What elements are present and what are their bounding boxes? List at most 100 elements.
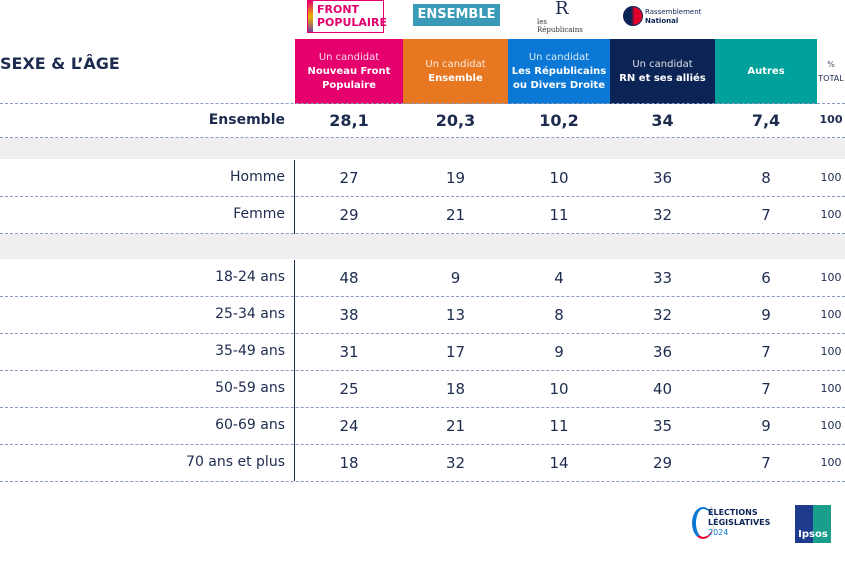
- cell-value: 33: [652, 268, 673, 287]
- row-label: 70 ans et plus: [186, 454, 285, 470]
- cell-value: 31: [339, 342, 359, 361]
- cell-value: 29: [652, 453, 673, 472]
- cell-value: 14: [549, 453, 569, 472]
- cell-value: 9: [761, 416, 771, 435]
- row-label: Femme: [233, 206, 285, 222]
- column-header-main: TOTAL: [818, 73, 844, 83]
- column-header: Un candidat Nouveau Front Populaire: [295, 39, 403, 104]
- arc-icon: [692, 507, 714, 539]
- logo-elections-legislatives: ÉLECTIONS LÉGISLATIVES 2024: [692, 505, 782, 545]
- table-row: 35-49 ans 31 17 9 36 7 100: [0, 334, 845, 371]
- column-header: % TOTAL: [817, 39, 845, 104]
- table-row: Femme 29 21 11 32 7 100: [0, 197, 845, 234]
- cell-value: 11: [549, 416, 569, 435]
- cell-value: 10: [549, 168, 569, 187]
- cell-value: 4: [554, 268, 564, 287]
- cell-value: 13: [445, 305, 466, 324]
- divider: [0, 103, 845, 104]
- logo-les-republicains: R les Républicains: [537, 0, 583, 34]
- cell-value: 25: [339, 379, 359, 398]
- column-header-main: Ensemble: [428, 72, 483, 84]
- cell-value: 24: [339, 416, 359, 435]
- cell-value: 48: [339, 268, 359, 287]
- table-row: Homme 27 19 10 36 8 100: [0, 160, 845, 197]
- table-row: Ensemble 28,1 20,3 10,2 34 7,4 100: [0, 104, 845, 138]
- cell-value: 100: [820, 307, 842, 321]
- cell-value: 8: [761, 168, 771, 187]
- row-label: 35-49 ans: [215, 343, 285, 359]
- cell-value: 100: [820, 170, 842, 184]
- row-label: 18-24 ans: [215, 269, 285, 285]
- cell-value: 32: [652, 205, 673, 224]
- row-label: Homme: [230, 169, 285, 185]
- cell-value: 28,1: [329, 110, 369, 130]
- section-band-age: [0, 234, 845, 259]
- flame-icon: [623, 6, 643, 26]
- column-header-main: Autres: [747, 65, 785, 77]
- column-header-main: Les Républicains ou Divers Droite: [511, 65, 607, 91]
- column-header-sub: Un candidat: [425, 58, 486, 70]
- section-band-sexe: [0, 138, 845, 159]
- cell-value: 36: [652, 342, 673, 361]
- cell-value: 7,4: [751, 110, 781, 130]
- cell-value: 38: [339, 305, 359, 324]
- divider: [294, 160, 295, 234]
- column-header: Autres: [715, 39, 817, 104]
- cell-value: 100: [820, 455, 842, 469]
- cell-value: 18: [445, 379, 466, 398]
- divider: [294, 260, 295, 481]
- cell-value: 36: [652, 168, 673, 187]
- table-row: 18-24 ans 48 9 4 33 6 100: [0, 260, 845, 297]
- cell-value: 7: [761, 205, 771, 224]
- column-header-sub: Un candidat: [632, 58, 693, 70]
- cell-value: 27: [339, 168, 359, 187]
- cell-value: 10: [549, 379, 569, 398]
- cell-value: 35: [652, 416, 673, 435]
- table-row: 70 ans et plus 18 32 14 29 7 100: [0, 445, 845, 482]
- logo-rassemblement-national: Rassemblement National: [623, 6, 703, 28]
- cell-value: 6: [761, 268, 771, 287]
- column-header-sub: Un candidat: [528, 51, 590, 63]
- logo-nfp: FRONT POPULAIRE: [307, 0, 387, 33]
- cell-value: 9: [450, 268, 461, 287]
- logo-ensemble: ENSEMBLE: [413, 4, 500, 26]
- cell-value: 40: [652, 379, 673, 398]
- cell-value: 7: [761, 379, 771, 398]
- column-header: Un candidat Ensemble: [403, 39, 508, 104]
- column-header-sub: Un candidat: [318, 51, 380, 63]
- column-header-sub: %: [827, 59, 835, 69]
- cell-value: 21: [445, 416, 466, 435]
- cell-value: 21: [445, 205, 466, 224]
- cell-value: 100: [820, 270, 842, 284]
- cell-value: 7: [761, 453, 771, 472]
- cell-value: 9: [761, 305, 771, 324]
- cell-value: 100: [819, 113, 843, 126]
- cell-value: 10,2: [539, 110, 579, 130]
- cell-value: 8: [554, 305, 564, 324]
- section-title: SEXE & L’ÂGE: [0, 54, 120, 73]
- row-label: Ensemble: [208, 111, 285, 128]
- cell-value: 32: [652, 305, 673, 324]
- column-header: Un candidat Les Républicains ou Divers Dr…: [508, 39, 610, 104]
- cell-value: 18: [339, 453, 359, 472]
- cell-value: 7: [761, 342, 771, 361]
- table-row: 60-69 ans 24 21 11 35 9 100: [0, 408, 845, 445]
- cell-value: 19: [445, 168, 466, 187]
- cell-value: 100: [820, 344, 842, 358]
- cell-value: 100: [820, 207, 842, 221]
- row-label: 60-69 ans: [215, 417, 285, 433]
- cell-value: 32: [445, 453, 466, 472]
- cell-value: 100: [820, 418, 842, 432]
- cell-value: 34: [651, 110, 674, 130]
- row-label: 25-34 ans: [215, 306, 285, 322]
- column-header-main: Nouveau Front Populaire: [307, 65, 391, 91]
- cell-value: 9: [554, 342, 564, 361]
- table-row: 50-59 ans 25 18 10 40 7 100: [0, 371, 845, 408]
- logo-ipsos: Ipsos: [795, 505, 831, 543]
- cell-value: 20,3: [435, 110, 476, 130]
- cell-value: 29: [339, 205, 359, 224]
- cell-value: 100: [820, 381, 842, 395]
- column-header-main: RN et ses alliés: [619, 72, 706, 84]
- column-header: Un candidat RN et ses alliés: [610, 39, 715, 104]
- table-row: 25-34 ans 38 13 8 32 9 100: [0, 297, 845, 334]
